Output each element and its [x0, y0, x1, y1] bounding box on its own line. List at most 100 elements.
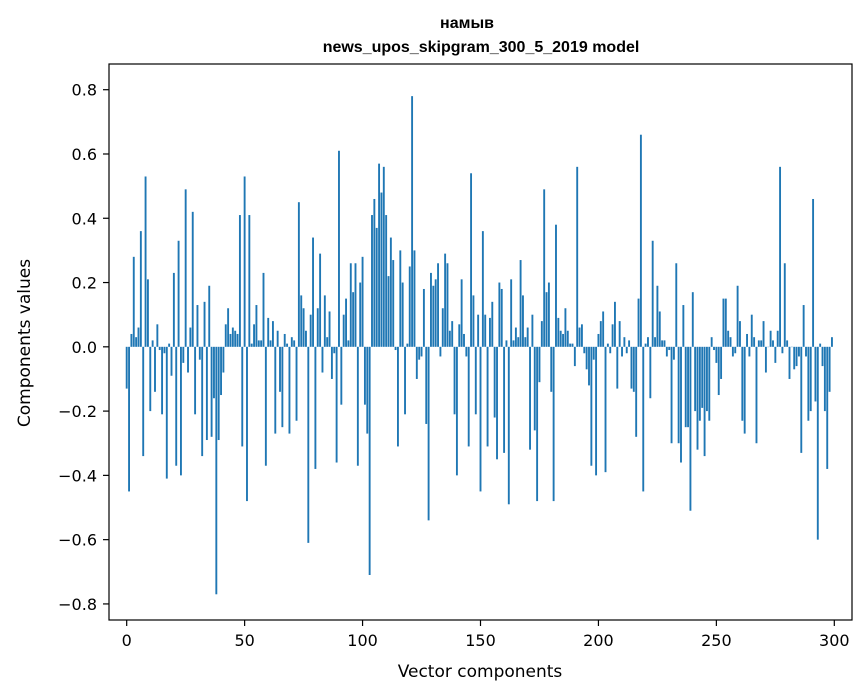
- bar-component-182: [555, 224, 557, 347]
- bar-component-32: [201, 346, 204, 457]
- bar-component-173: [533, 346, 536, 431]
- bar-component-34: [205, 346, 208, 441]
- bar-component-42: [224, 324, 227, 347]
- bar-component-10: [149, 346, 152, 412]
- bar-component-265: [750, 314, 753, 347]
- bar-component-130: [432, 285, 435, 347]
- bar-component-216: [635, 346, 638, 437]
- bar-component-168: [522, 295, 524, 347]
- bar-component-172: [531, 314, 534, 347]
- y-tick-label: 0.2: [72, 274, 97, 293]
- bar-component-184: [559, 330, 562, 347]
- bar-component-266: [753, 337, 756, 347]
- bar-component-270: [762, 321, 765, 347]
- bar-component-234: [677, 346, 680, 444]
- bar-component-94: [347, 340, 350, 347]
- bar-component-188: [569, 343, 572, 347]
- bar-component-271: [764, 346, 767, 373]
- x-axis-ticks: 0 50 100 150 200 250 300: [122, 620, 850, 650]
- bar-component-283: [793, 346, 796, 370]
- bar-component-229: [665, 346, 668, 357]
- bar-component-75: [302, 308, 305, 347]
- bar-component-277: [779, 166, 782, 347]
- x-tick-label: 300: [819, 631, 850, 650]
- bar-component-240: [691, 292, 694, 347]
- bar-component-106: [375, 227, 378, 347]
- bar-component-85: [326, 337, 329, 347]
- bar-component-209: [618, 321, 621, 347]
- bar-component-64: [276, 330, 279, 347]
- bar-component-88: [333, 346, 336, 354]
- bar-component-8: [144, 176, 147, 347]
- y-tick-label: 0.4: [72, 209, 97, 228]
- bar-component-260: [739, 321, 741, 347]
- bar-component-236: [682, 305, 685, 347]
- bar-component-252: [720, 346, 723, 379]
- bar-component-111: [387, 276, 390, 347]
- bar-component-268: [757, 340, 760, 347]
- bar-component-255: [727, 330, 730, 347]
- bar-component-150: [479, 346, 482, 492]
- bar-component-171: [529, 346, 531, 450]
- bar-component-279: [783, 263, 786, 347]
- bars-group: [125, 96, 833, 595]
- bar-component-151: [481, 231, 484, 347]
- bar-component-126: [422, 288, 425, 347]
- bar-component-294: [819, 343, 822, 347]
- bar-component-166: [517, 337, 520, 347]
- x-axis-label: Vector components: [398, 662, 563, 682]
- bar-component-230: [668, 346, 671, 351]
- bar-component-83: [321, 346, 324, 373]
- bar-component-243: [698, 346, 701, 421]
- bar-component-60: [267, 317, 270, 347]
- bar-component-109: [382, 166, 385, 347]
- bar-component-132: [437, 263, 439, 347]
- bar-component-154: [488, 317, 491, 347]
- bar-component-285: [797, 346, 800, 357]
- bar-component-155: [491, 301, 494, 347]
- bar-component-153: [486, 346, 489, 447]
- bar-component-135: [444, 253, 447, 347]
- bar-component-62: [271, 321, 274, 347]
- bar-component-194: [583, 346, 586, 354]
- bar-component-177: [543, 189, 546, 347]
- bar-component-232: [672, 346, 675, 360]
- bar-component-79: [312, 237, 314, 347]
- bar-component-295: [821, 346, 824, 367]
- bar-component-125: [420, 346, 423, 357]
- bar-component-17: [165, 346, 168, 479]
- bar-component-299: [831, 337, 833, 347]
- bar-component-278: [781, 346, 784, 354]
- bar-component-137: [448, 330, 451, 347]
- bar-component-259: [736, 285, 739, 347]
- bar-component-290: [809, 346, 812, 412]
- bar-component-18: [168, 343, 171, 347]
- bar-component-96: [352, 292, 355, 347]
- bar-component-178: [545, 292, 548, 347]
- bar-component-31: [198, 346, 201, 360]
- bar-component-217: [637, 298, 640, 347]
- bar-component-244: [701, 346, 704, 408]
- bar-component-91: [340, 346, 343, 405]
- bar-component-175: [538, 346, 541, 383]
- bar-component-147: [472, 295, 475, 347]
- bar-component-284: [795, 346, 798, 367]
- bar-component-55: [255, 305, 258, 347]
- bar-component-134: [441, 308, 444, 347]
- bar-component-286: [800, 346, 803, 453]
- x-tick-label: 100: [347, 631, 378, 650]
- bar-component-101: [363, 346, 366, 405]
- bar-component-61: [269, 340, 272, 347]
- bar-component-195: [585, 346, 588, 370]
- bar-component-196: [588, 346, 590, 386]
- bar-component-251: [717, 346, 720, 396]
- bar-component-189: [571, 343, 574, 347]
- x-tick-label: 0: [122, 631, 132, 650]
- bar-component-281: [788, 346, 791, 379]
- bar-component-297: [826, 346, 829, 469]
- bar-component-144: [465, 346, 468, 357]
- bar-component-28: [191, 211, 194, 347]
- bar-component-23: [180, 346, 182, 476]
- bar-component-225: [656, 285, 659, 347]
- bar-component-5: [137, 327, 140, 347]
